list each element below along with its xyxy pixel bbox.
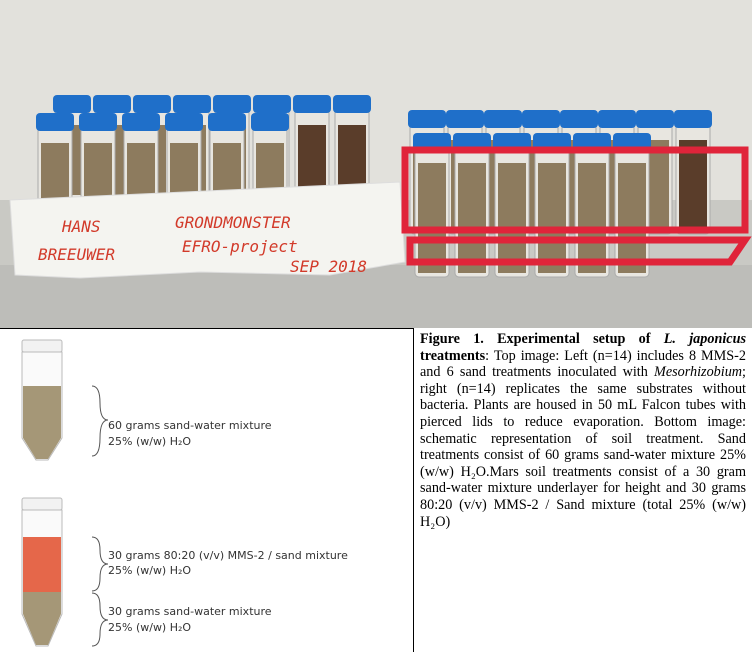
tube-fill <box>538 163 566 273</box>
tube-cap <box>21 497 63 511</box>
sand <box>23 592 61 645</box>
tube-cap <box>674 110 712 128</box>
tube-fill <box>679 140 707 230</box>
tube-cap <box>636 110 674 128</box>
tube-cap <box>133 95 171 113</box>
tube-fill <box>298 125 326 195</box>
label: 25% (w/w) H₂O <box>108 621 191 634</box>
tube-cap <box>93 95 131 113</box>
tube-cap <box>122 113 160 131</box>
tube-fill <box>618 163 646 273</box>
handwriting: SEP 2018 <box>290 257 367 276</box>
caption-text: ; right (n=14) replicates the same subst… <box>420 364 746 530</box>
brace <box>91 536 109 592</box>
caption-bold: Figure 1. Experimental setup of <box>420 331 664 347</box>
caption-text: : Top image: Left (n=14) includes 8 MMS-… <box>420 347 746 381</box>
tube-cap <box>446 110 484 128</box>
handwriting: HANS <box>61 217 101 236</box>
tube-cap <box>21 339 63 353</box>
tube-cap <box>79 113 117 131</box>
label: 60 grams sand-water mixture <box>108 419 272 432</box>
caption-bold: treatments <box>420 347 486 364</box>
tube-cap <box>173 95 211 113</box>
handwriting: EFRO-project <box>182 237 298 256</box>
tube-cap <box>213 95 251 113</box>
tube-cap <box>293 95 331 113</box>
label: 25% (w/w) H₂O <box>108 564 191 577</box>
caption: Figure 1. Experimental setup of L. japon… <box>420 331 746 530</box>
brace <box>91 592 109 647</box>
caption-italic: Mesorhizobium <box>654 364 743 381</box>
tube-cap <box>484 110 522 128</box>
schematic: 60 grams sand-water mixture 25% (w/w) H₂… <box>0 328 414 652</box>
tube-cap <box>165 113 203 131</box>
tube-fill <box>498 163 526 273</box>
label: 30 grams 80:20 (v/v) MMS-2 / sand mixtur… <box>108 549 348 562</box>
tube-fill <box>418 163 446 273</box>
tube-cap <box>560 110 598 128</box>
rack <box>401 146 752 266</box>
brace <box>91 385 109 457</box>
mms-layer <box>23 537 61 592</box>
tube-cap <box>408 110 446 128</box>
handwriting: GRONDMONSTER <box>175 213 291 232</box>
caption-bold-italic: L. japonicus <box>663 331 747 347</box>
tube-cap <box>208 113 246 131</box>
tube-cap <box>253 95 291 113</box>
label: 30 grams sand-water mixture <box>108 605 272 618</box>
sand <box>23 386 61 459</box>
tube-cap <box>36 113 74 131</box>
tube-cap <box>251 113 289 131</box>
tube-fill <box>458 163 486 273</box>
styrofoam <box>9 181 406 279</box>
tube-cap <box>333 95 371 113</box>
photo: HANS BREEUWER GRONDMONSTER EFRO-project … <box>0 0 752 328</box>
tube-fill <box>578 163 606 273</box>
tube-cap <box>598 110 636 128</box>
handwriting: BREEUWER <box>38 245 115 264</box>
label: 25% (w/w) H₂O <box>108 435 191 448</box>
tube-cap <box>522 110 560 128</box>
tube-cap <box>53 95 91 113</box>
